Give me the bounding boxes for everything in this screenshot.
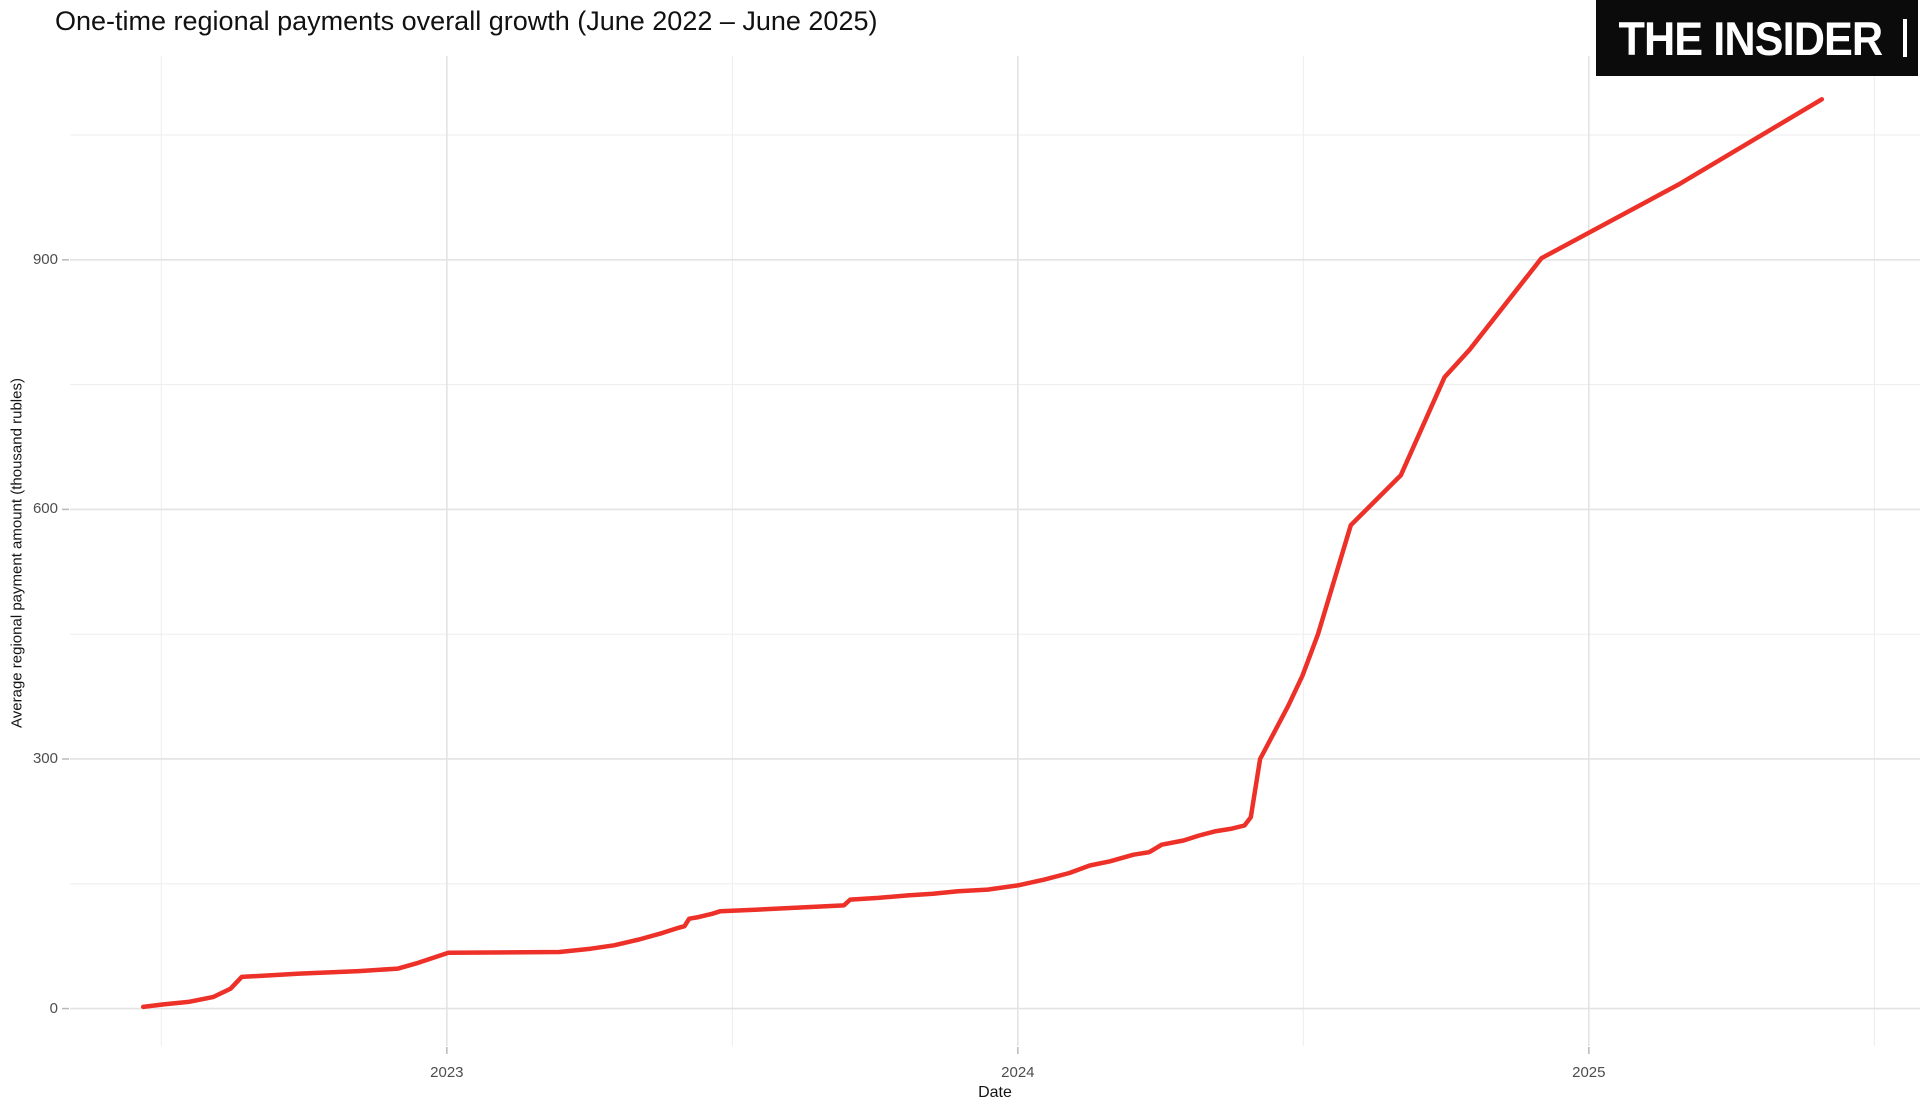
y-tick-label: 600 xyxy=(32,500,58,518)
chart-title: One-time regional payments overall growt… xyxy=(55,6,878,36)
y-tick-label: 300 xyxy=(32,749,58,767)
x-tick-label: 2024 xyxy=(1001,1064,1035,1081)
payments-growth-line xyxy=(140,97,1825,1010)
y-tick-label: 0 xyxy=(49,999,58,1017)
logo-bar-icon xyxy=(1903,19,1908,57)
y-tick-label: 900 xyxy=(32,250,58,268)
y-axis-title: Average regional payment amount (thousan… xyxy=(8,378,26,728)
the-insider-logo: THE INSIDER xyxy=(1596,0,1918,76)
x-axis-title: Date xyxy=(978,1084,1012,1101)
x-tick-label: 2025 xyxy=(1572,1064,1606,1081)
logo-text: THE INSIDER xyxy=(1618,11,1883,65)
x-tick-label: 2023 xyxy=(430,1064,464,1081)
